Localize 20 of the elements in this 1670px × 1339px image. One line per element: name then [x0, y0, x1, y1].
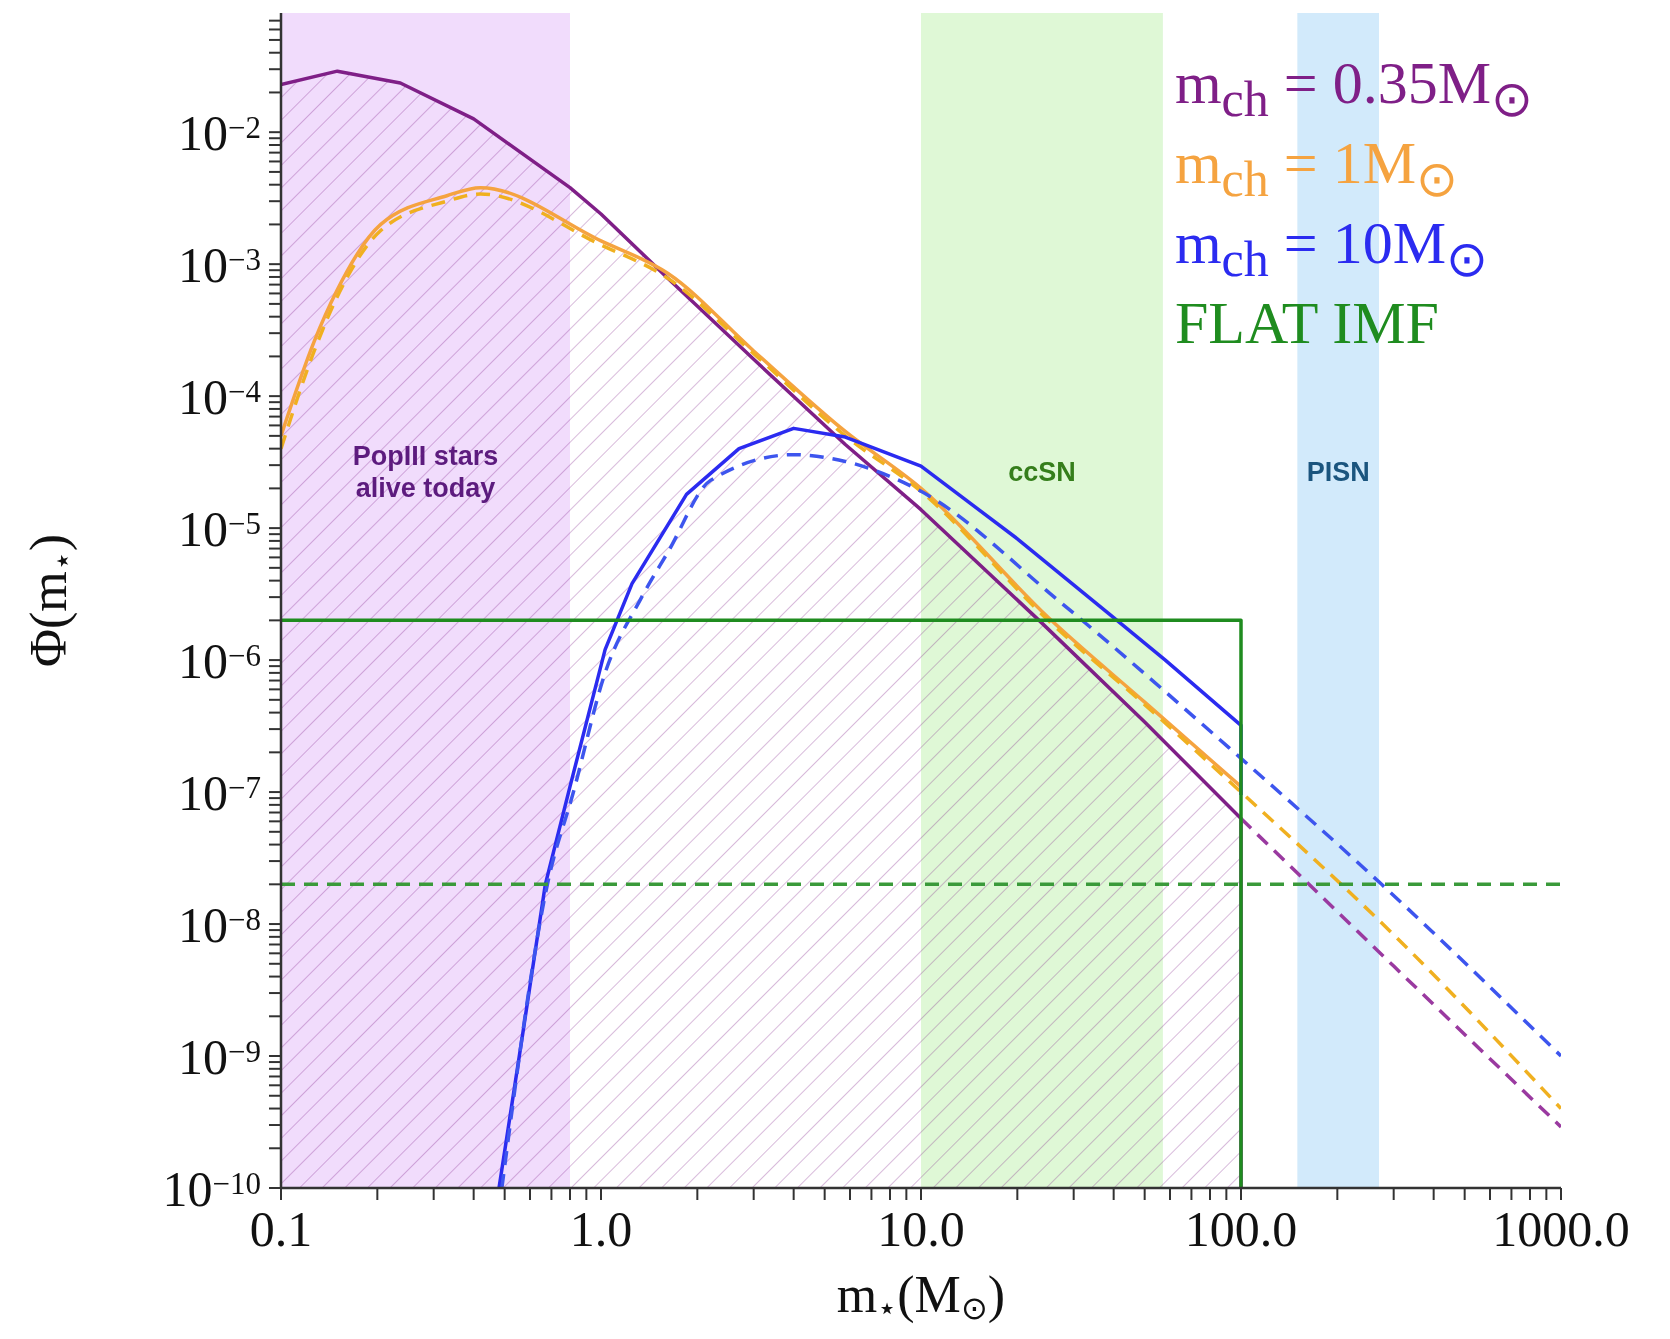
x-tick-label: 100.0 — [1184, 1201, 1298, 1257]
text: m$_{ch}$ = 10M$_{⊙}$ — [1174, 210, 1489, 289]
x-tick-label: 1000.0 — [1492, 1201, 1630, 1257]
band-label: PopIII stars alive today — [352, 440, 499, 503]
y-tick-label: 10$^{−9}$ — [178, 1028, 261, 1085]
x-axis-title: m$_{⋆}$(M$_{⊙}$) — [836, 1266, 1006, 1327]
y-tick-label: 10$^{−7}$ — [178, 764, 261, 821]
text: m$_{ch}$ = 1M$_{⊙}$ — [1174, 130, 1459, 209]
x-tick-label: 1.0 — [569, 1201, 633, 1257]
y-tick-label: 10$^{−8}$ — [178, 896, 261, 953]
band-label: ccSN — [1008, 456, 1076, 487]
y-tick-label: 10$^{−2}$ — [178, 104, 261, 161]
y-tick-label: 10$^{−4}$ — [178, 368, 262, 425]
y-tick-label: 10$^{−5}$ — [178, 500, 261, 557]
y-tick-label: 10$^{−3}$ — [178, 236, 261, 293]
text: m$_{ch}$ = 0.35M$_{⊙}$ — [1174, 50, 1533, 129]
band-label: PISN — [1306, 456, 1370, 487]
x-tick-label: 10.0 — [877, 1201, 965, 1257]
y-tick-label: 10$^{−6}$ — [178, 632, 261, 689]
text: FLAT IMF — [1174, 290, 1440, 356]
